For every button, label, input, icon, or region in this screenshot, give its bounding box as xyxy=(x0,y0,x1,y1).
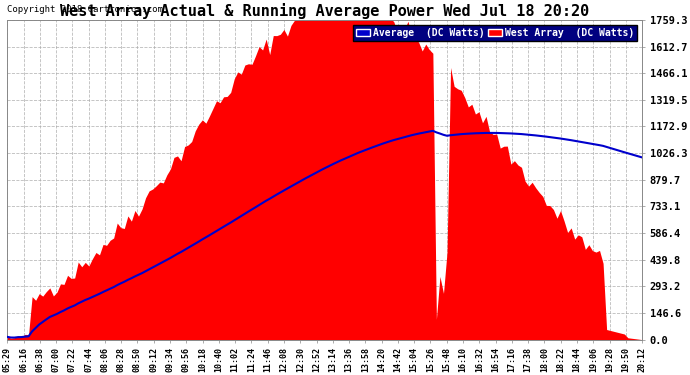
Text: Copyright 2018 Cartronics.com: Copyright 2018 Cartronics.com xyxy=(8,4,163,13)
Title: West Array Actual & Running Average Power Wed Jul 18 20:20: West Array Actual & Running Average Powe… xyxy=(60,3,589,19)
Legend: Average  (DC Watts), West Array  (DC Watts): Average (DC Watts), West Array (DC Watts… xyxy=(353,25,638,40)
